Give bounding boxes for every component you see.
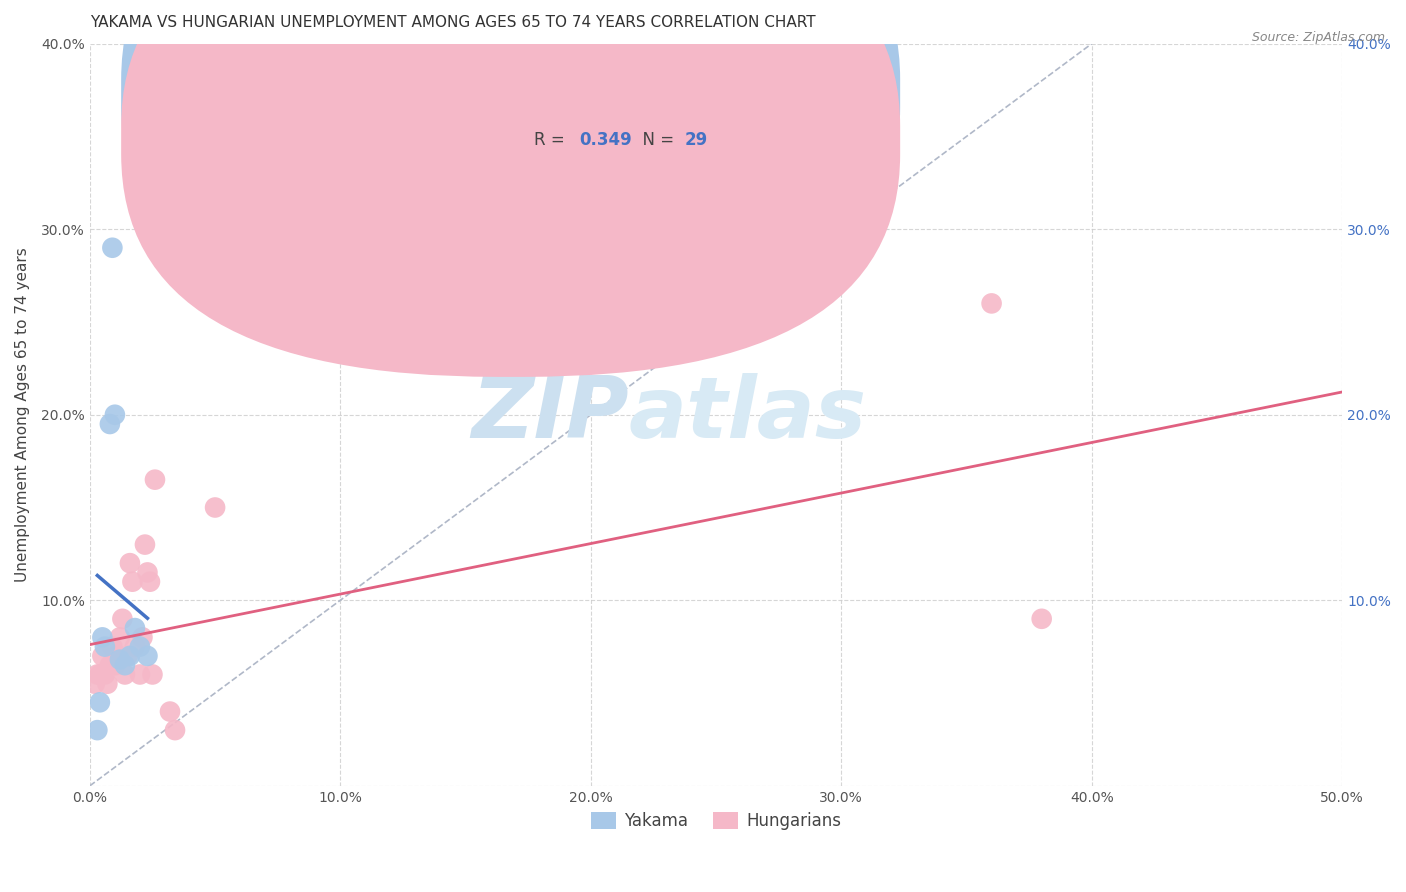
Text: YAKAMA VS HUNGARIAN UNEMPLOYMENT AMONG AGES 65 TO 74 YEARS CORRELATION CHART: YAKAMA VS HUNGARIAN UNEMPLOYMENT AMONG A… — [90, 15, 815, 30]
Text: 0.349: 0.349 — [579, 131, 633, 149]
Point — [94, 667, 117, 681]
Point — [108, 631, 131, 645]
Legend: Yakama, Hungarians: Yakama, Hungarians — [583, 805, 848, 837]
Point — [114, 658, 136, 673]
Point — [129, 667, 152, 681]
Point — [114, 667, 136, 681]
Point — [89, 695, 111, 709]
Text: 0.331: 0.331 — [579, 85, 633, 103]
Point — [94, 640, 117, 654]
Y-axis label: Unemployment Among Ages 65 to 74 years: Unemployment Among Ages 65 to 74 years — [15, 247, 30, 582]
Point — [98, 417, 121, 431]
Point — [141, 667, 163, 681]
Point — [104, 408, 127, 422]
Text: 29: 29 — [685, 131, 709, 149]
Point — [131, 631, 153, 645]
Point — [139, 574, 162, 589]
Point — [118, 648, 141, 663]
FancyBboxPatch shape — [121, 0, 900, 330]
Point — [101, 241, 124, 255]
Text: R =: R = — [534, 85, 571, 103]
Point — [98, 658, 121, 673]
Point — [121, 574, 143, 589]
Point — [124, 621, 146, 635]
Point — [91, 648, 114, 663]
Point — [980, 296, 1002, 310]
Point — [89, 667, 111, 681]
Point — [163, 723, 186, 738]
Point — [86, 667, 108, 681]
Text: atlas: atlas — [628, 373, 866, 456]
Point — [159, 705, 181, 719]
Point — [118, 556, 141, 570]
Point — [108, 652, 131, 666]
Point — [136, 648, 159, 663]
Point — [105, 648, 128, 663]
Text: 13: 13 — [685, 85, 707, 103]
Point — [96, 677, 118, 691]
Point — [124, 640, 146, 654]
Point — [143, 473, 166, 487]
Point — [111, 612, 134, 626]
Text: ZIP: ZIP — [471, 373, 628, 456]
Point — [134, 538, 156, 552]
Point — [101, 640, 124, 654]
Point — [136, 566, 159, 580]
Point — [204, 500, 226, 515]
Text: N =: N = — [633, 85, 679, 103]
Text: R =: R = — [534, 131, 571, 149]
Point — [104, 658, 127, 673]
Text: N =: N = — [633, 131, 679, 149]
Text: Source: ZipAtlas.com: Source: ZipAtlas.com — [1251, 31, 1385, 45]
FancyBboxPatch shape — [478, 59, 759, 181]
Point — [83, 677, 105, 691]
FancyBboxPatch shape — [121, 0, 900, 377]
Point — [1031, 612, 1053, 626]
Point — [129, 640, 152, 654]
Point — [86, 723, 108, 738]
Point — [117, 648, 139, 663]
Point — [91, 631, 114, 645]
